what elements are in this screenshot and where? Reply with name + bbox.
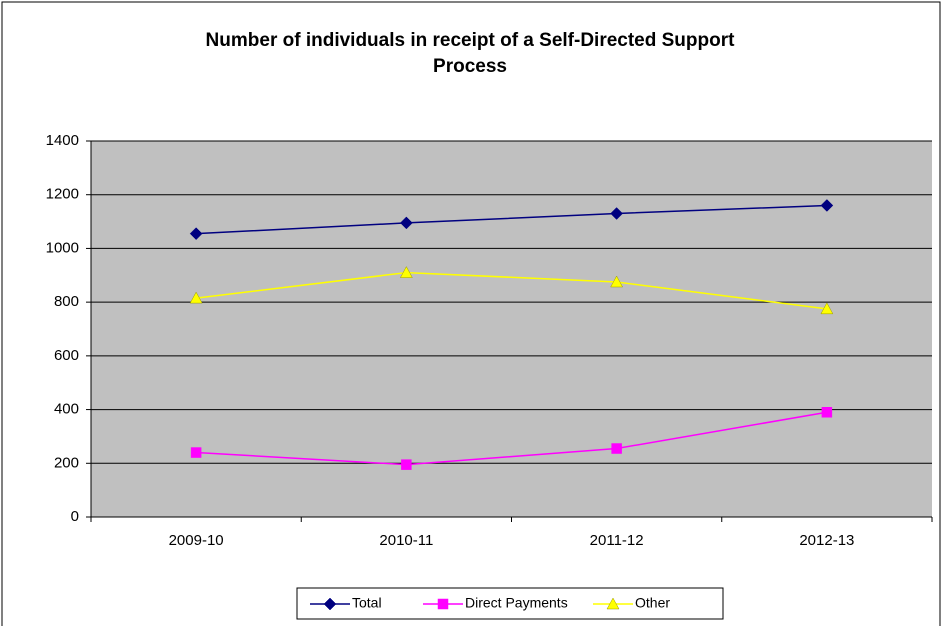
plot-area xyxy=(91,141,932,517)
marker xyxy=(399,266,413,278)
marker xyxy=(189,291,203,304)
y-tick-label: 600 xyxy=(54,347,79,364)
y-tick-label: 1000 xyxy=(46,239,79,256)
x-tick-label: 2009-10 xyxy=(169,532,224,549)
legend-label: Total xyxy=(352,595,382,611)
legend-marker xyxy=(606,597,620,610)
y-tick-label: 400 xyxy=(54,401,79,418)
legend-label: Other xyxy=(635,595,670,611)
series-line xyxy=(196,271,827,310)
series-line xyxy=(196,411,828,466)
marker xyxy=(821,407,833,418)
marker xyxy=(610,275,624,288)
marker xyxy=(820,199,834,212)
marker xyxy=(401,459,412,470)
legend-label: Direct Payments xyxy=(465,595,568,611)
marker xyxy=(820,302,834,315)
marker xyxy=(400,216,413,230)
chart-title: Number of individuals in receipt of a Se… xyxy=(205,30,735,77)
y-tick-label: 200 xyxy=(54,454,79,471)
x-tick-label: 2010-11 xyxy=(379,532,433,549)
marker xyxy=(189,227,203,241)
marker xyxy=(190,447,202,458)
y-tick-label: 1200 xyxy=(46,186,79,203)
marker xyxy=(611,443,622,454)
marker xyxy=(610,207,623,220)
y-tick-label: 1400 xyxy=(46,132,79,149)
y-tick-label: 800 xyxy=(54,293,79,310)
series-line xyxy=(196,204,827,235)
legend-box xyxy=(296,587,724,620)
x-tick-label: 2012-13 xyxy=(799,532,854,549)
legend-marker xyxy=(323,597,337,611)
x-tick-label: 2011-12 xyxy=(590,532,644,549)
y-tick-label: 0 xyxy=(71,508,79,525)
legend-marker xyxy=(437,598,449,610)
